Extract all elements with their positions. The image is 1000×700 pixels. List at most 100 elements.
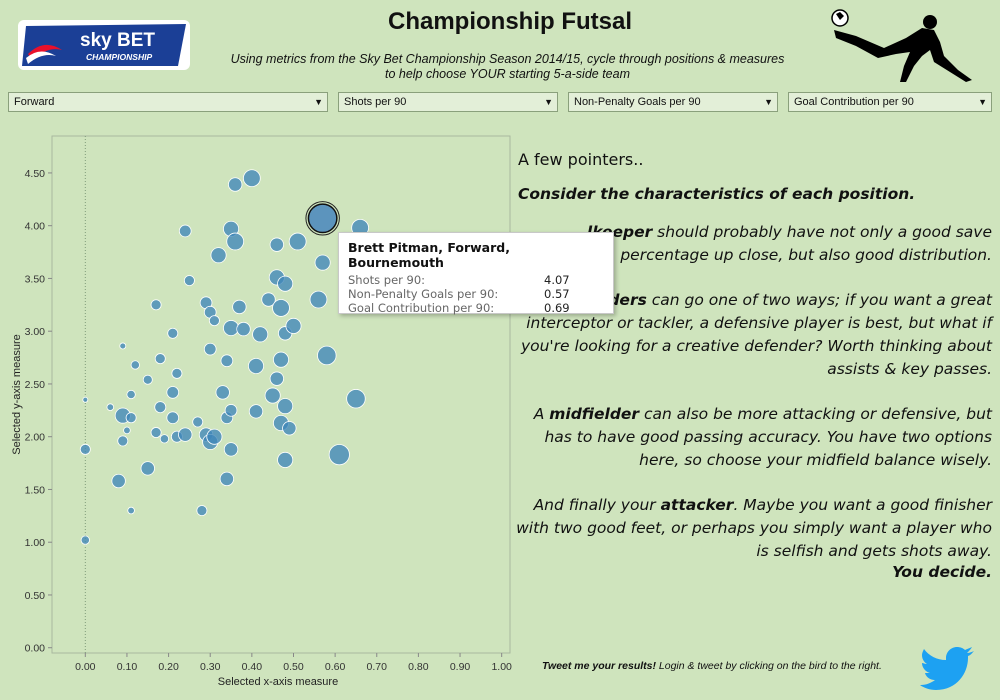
data-point <box>125 412 137 424</box>
data-point <box>171 367 183 379</box>
x-tick-label: 0.80 <box>408 661 429 673</box>
player-tooltip: Brett Pitman, Forward, Bournemouth Shots… <box>338 232 614 315</box>
y-tick-label: 1.50 <box>25 484 46 496</box>
highlight-ring <box>305 201 340 236</box>
svg-text:CHAMPIONSHIP: CHAMPIONSHIP <box>86 52 152 62</box>
twitter-bird-icon[interactable] <box>920 646 974 690</box>
x-tick-label: 0.60 <box>325 661 346 673</box>
data-point <box>150 299 162 311</box>
data-point <box>261 292 276 307</box>
panel-heading: A few pointers.. <box>518 150 644 169</box>
chevron-down-icon: ▼ <box>978 97 987 107</box>
data-point <box>223 442 239 457</box>
y-tick-label: 0.00 <box>25 643 46 655</box>
pointers-panel: A few pointers.. Consider the characteri… <box>512 150 992 581</box>
x-tick-label: 0.10 <box>117 661 138 673</box>
data-point <box>140 461 155 476</box>
data-point <box>159 434 170 444</box>
x-tick-label: 1.00 <box>491 661 512 673</box>
sky-bet-championship-logo: sky BET CHAMPIONSHIP <box>18 20 190 70</box>
x-measure-dropdown[interactable]: Shots per 90 ▼ <box>338 92 558 112</box>
data-point <box>243 169 261 188</box>
chevron-down-icon: ▼ <box>544 97 553 107</box>
data-point <box>264 387 281 404</box>
data-point <box>215 385 230 400</box>
y-tick-label: 2.50 <box>25 379 46 391</box>
y-tick-label: 4.00 <box>25 221 46 233</box>
data-point <box>232 299 247 315</box>
y-axis-label: Selected y-axis measure <box>11 334 23 454</box>
goalkeeper-paragraph: lkeeper should probably have not only a … <box>586 223 992 264</box>
data-point <box>178 224 192 238</box>
data-point <box>272 299 290 317</box>
tooltip-row: Shots per 90: 4.07 <box>348 273 570 287</box>
x-tick-label: 0.90 <box>450 661 471 673</box>
data-point <box>142 374 153 385</box>
data-point <box>285 317 302 334</box>
data-point <box>228 177 243 192</box>
data-point <box>226 232 245 251</box>
x-tick-label: 0.30 <box>200 661 221 673</box>
data-point <box>183 275 195 286</box>
data-point <box>150 427 162 438</box>
data-point <box>223 320 240 337</box>
x-tick-label: 0.00 <box>75 661 96 673</box>
data-point <box>106 403 115 411</box>
data-point <box>166 411 180 425</box>
tooltip-row: Non-Penalty Goals per 90: 0.57 <box>348 287 570 301</box>
plot-area <box>51 135 511 654</box>
data-point <box>208 315 220 327</box>
data-point <box>224 404 238 417</box>
position-filter-dropdown[interactable]: Forward ▼ <box>8 92 328 112</box>
data-point <box>154 353 166 365</box>
y-measure-dropdown[interactable]: Non-Penalty Goals per 90 ▼ <box>568 92 778 112</box>
x-axis-label: Selected x-axis measure <box>218 676 338 688</box>
data-point <box>167 327 179 339</box>
midfielder-paragraph: A midfielder can also be more attacking … <box>533 405 992 469</box>
chevron-down-icon: ▼ <box>764 97 773 107</box>
data-point <box>248 404 264 419</box>
highlighted-point <box>307 203 338 234</box>
data-point <box>80 535 90 545</box>
data-point <box>210 247 227 264</box>
data-point <box>130 360 140 370</box>
data-point <box>272 351 289 368</box>
data-point <box>123 426 131 435</box>
data-point <box>288 232 307 251</box>
panel-consider: Consider the characteristics of each pos… <box>518 185 916 203</box>
data-point <box>117 435 129 447</box>
data-point <box>79 443 91 455</box>
svg-text:sky BET: sky BET <box>80 30 155 51</box>
data-point <box>111 473 126 489</box>
data-point <box>178 427 193 442</box>
data-point <box>328 444 350 466</box>
data-point <box>282 421 297 436</box>
data-point <box>277 398 294 415</box>
data-point <box>309 290 328 309</box>
x-tick-label: 0.50 <box>283 661 304 673</box>
y-tick-label: 0.50 <box>25 590 46 602</box>
data-point <box>154 401 167 414</box>
page-subtitle: Using metrics from the Sky Bet Champions… <box>230 52 785 81</box>
y-tick-label: 3.50 <box>25 273 46 285</box>
tooltip-title: Brett Pitman, Forward, Bournemouth <box>348 240 510 270</box>
footballer-silhouette-icon <box>831 9 972 82</box>
y-tick-label: 2.00 <box>25 432 46 444</box>
tooltip-row: Goal Contribution per 90: 0.69 <box>348 301 570 315</box>
data-point <box>203 342 217 356</box>
data-point <box>126 389 136 400</box>
x-tick-label: 0.70 <box>367 661 388 673</box>
data-point <box>196 505 208 517</box>
data-point <box>220 354 234 368</box>
y-tick-label: 1.00 <box>25 537 46 549</box>
page-title: Championship Futsal <box>387 8 632 35</box>
x-tick-label: 0.20 <box>158 661 179 673</box>
data-point <box>192 416 204 428</box>
chevron-down-icon: ▼ <box>314 97 323 107</box>
data-point <box>252 326 269 343</box>
data-point <box>277 275 294 292</box>
size-measure-dropdown[interactable]: Goal Contribution per 90 ▼ <box>788 92 992 112</box>
data-point <box>82 396 89 403</box>
tweet-prompt: Tweet me your results! Login & tweet by … <box>542 660 882 672</box>
data-point <box>166 386 180 399</box>
